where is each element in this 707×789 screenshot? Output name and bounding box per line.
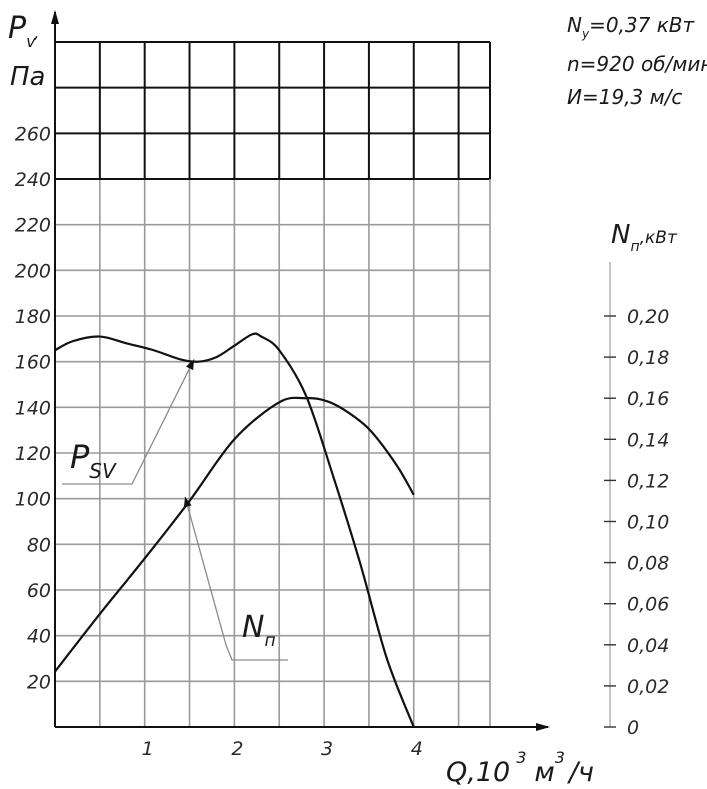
y-left-tick-label: 260	[15, 123, 51, 145]
y-left-unit: Па	[10, 62, 45, 92]
y-right-tick-label: 0,04	[627, 635, 669, 657]
y-left-tick-label: 80	[27, 534, 51, 556]
y-left-label-main: P	[8, 11, 27, 46]
y-right-label-main: N	[611, 220, 630, 250]
annotation-ny: Ny=0,37 кВт	[567, 13, 696, 41]
x-axis-label: Q,10 3 м3/ч	[446, 748, 594, 788]
x-tick-label: 1	[142, 738, 154, 760]
y-left-tick-label: 20	[27, 671, 51, 693]
y-left-tick-label: 220	[15, 215, 51, 237]
leader-psv	[62, 457, 146, 485]
y-left-tick-label: 140	[15, 397, 51, 419]
y-right-label: Nп,кВт	[611, 220, 678, 255]
y-right-tick-label: 0,16	[627, 388, 669, 410]
leader-lines	[62, 359, 288, 661]
leader-np-arrow	[183, 496, 192, 508]
y-left-tick-label: 60	[27, 580, 51, 602]
x-tick-label: 2	[231, 738, 243, 760]
x-tick-label: 3	[321, 738, 333, 760]
curves	[54, 332, 415, 728]
y-right-tick-label: 0,14	[627, 429, 669, 451]
x-tick-label: 4	[411, 738, 423, 760]
y-right-tick-label: 0,06	[627, 594, 669, 616]
y-left-tick-label: 40	[27, 626, 51, 648]
x-axis-arrow	[536, 723, 550, 731]
y-right-tick-label: 0	[627, 717, 639, 739]
series-label-np: Nп	[242, 610, 276, 651]
series-line-psv	[54, 332, 415, 728]
y-right-tick-label: 0,20	[627, 306, 669, 328]
y-right-tick-label: 0,12	[627, 470, 669, 492]
y-left-tick-label: 100	[15, 489, 51, 511]
leader-psv-end	[144, 359, 195, 459]
y-left-tick-label: 120	[15, 443, 51, 465]
series-line-np	[54, 396, 415, 673]
y-right-tick-label: 0,08	[627, 553, 669, 575]
leader-np-end	[184, 496, 227, 646]
y-right-tick-label: 0,10	[627, 512, 669, 534]
y-left-label-sub: v	[26, 32, 36, 51]
y-left-tick-label: 180	[15, 306, 51, 328]
axes	[51, 10, 611, 731]
leader-psv-arrow	[185, 359, 195, 371]
y-left-tick-label: 200	[15, 260, 51, 282]
grid	[55, 41, 491, 727]
y-left-tick-label: 240	[15, 169, 51, 191]
y-right-label-unit: ,кВт	[640, 228, 678, 248]
annotation-velocity: И=19,3 м/с	[567, 85, 682, 109]
y-left-tick-label: 160	[15, 352, 51, 374]
annotation-speed: n=920 об/мин	[567, 52, 707, 76]
y-right-label-sub: п	[630, 239, 639, 255]
y-left-label: Pv,	[8, 11, 39, 51]
leader-np	[225, 644, 288, 661]
series-label-psv: PSV	[70, 438, 117, 483]
y-left-axis-arrow	[51, 10, 59, 24]
y-right-tick-label: 0,18	[627, 347, 669, 369]
y-right-tick-label: 0,02	[627, 676, 669, 698]
